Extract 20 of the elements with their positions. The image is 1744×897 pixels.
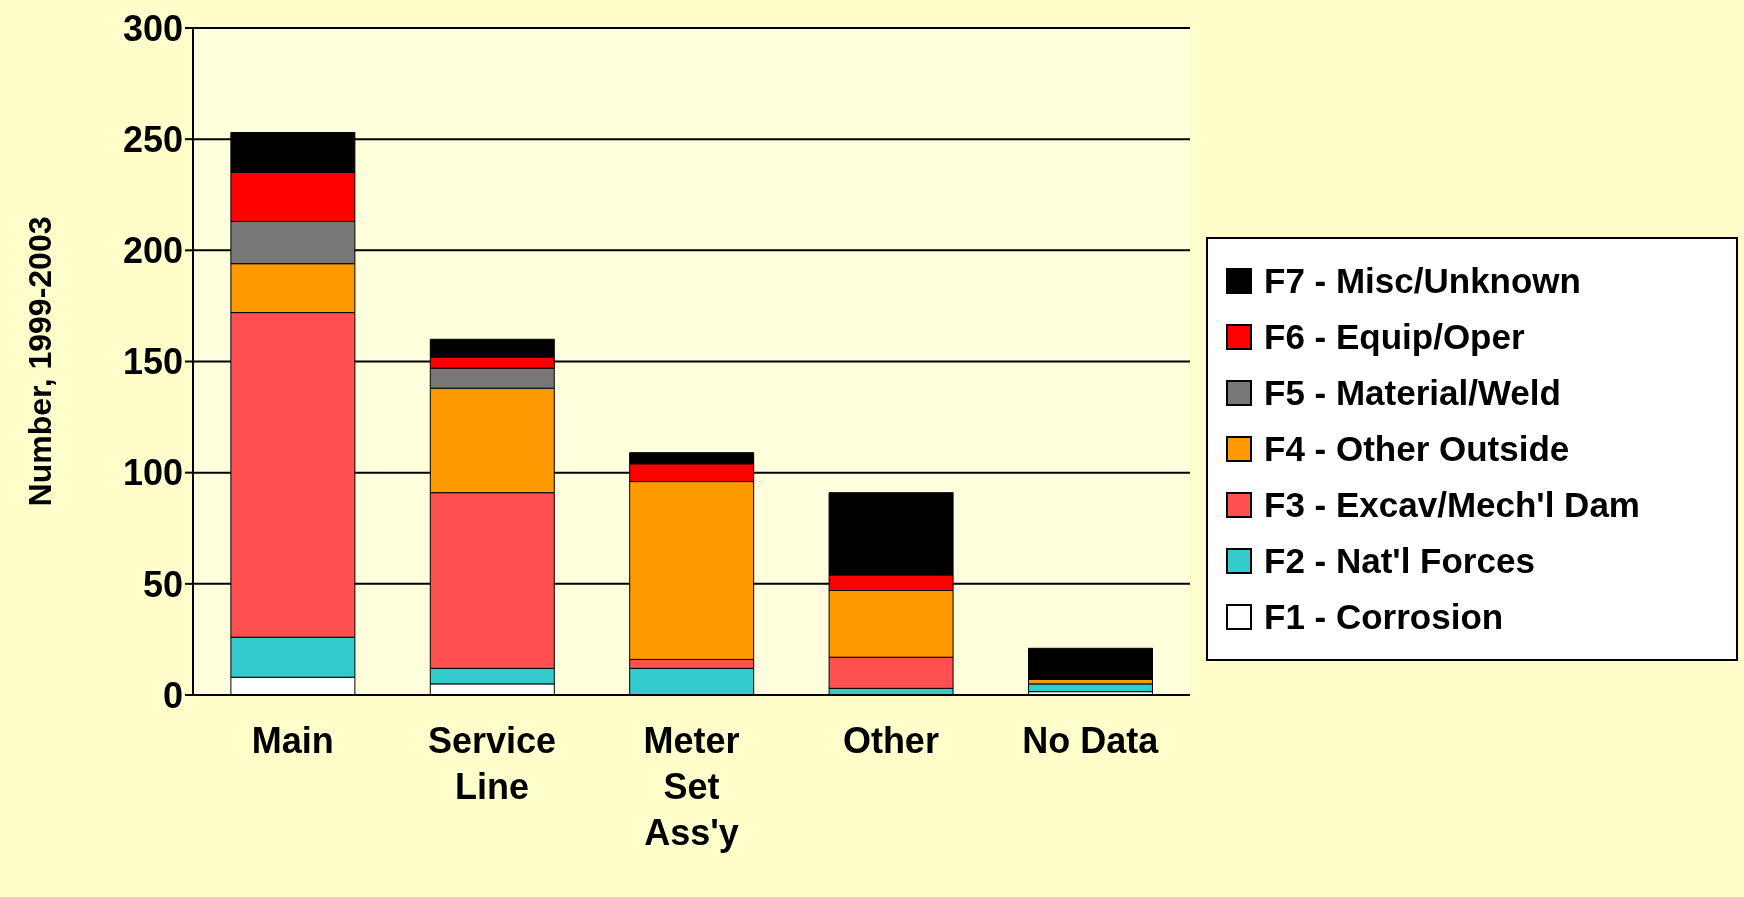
y-tick-label: 250 — [122, 118, 183, 160]
x-tick-label: No Data — [1022, 720, 1160, 761]
y-tick-label: 200 — [122, 230, 183, 272]
x-tick-label: Main — [251, 720, 334, 761]
legend-label: F3 - Excav/Mech'l Dam — [1264, 484, 1640, 525]
legend-label: F5 - Material/Weld — [1264, 372, 1561, 413]
legend-label: F1 - Corrosion — [1264, 596, 1504, 637]
x-tick-label: Meter Set Ass'y — [643, 720, 740, 853]
x-tick-label: Service Line — [428, 720, 557, 807]
x-tick-label: Other — [842, 720, 939, 761]
legend-label: F6 - Equip/Oper — [1264, 316, 1525, 357]
y-tick-label: 0 — [162, 674, 183, 716]
legend-label: F7 - Misc/Unknown — [1264, 260, 1581, 301]
legend-label: F4 - Other Outside — [1264, 428, 1570, 469]
y-tick-label: 100 — [122, 452, 183, 494]
y-tick-label: 50 — [142, 563, 183, 605]
y-tick-label: 300 — [122, 7, 183, 49]
legend-label: F2 - Nat'l Forces — [1264, 540, 1535, 581]
y-tick-label: 150 — [122, 341, 183, 383]
y-axis-title: Number, 1999-2003 — [22, 216, 59, 507]
